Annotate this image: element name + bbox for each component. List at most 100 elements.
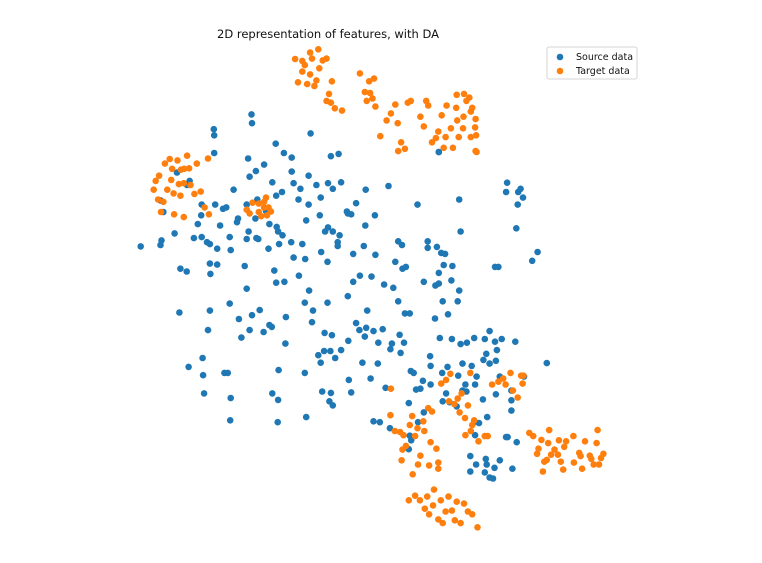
data-point <box>246 326 253 334</box>
data-point <box>466 94 473 101</box>
data-point <box>210 132 218 139</box>
data-point <box>554 451 562 459</box>
data-point <box>473 373 480 380</box>
data-point <box>252 167 260 175</box>
data-point <box>513 438 520 446</box>
data-point <box>534 248 541 256</box>
data-point <box>447 125 455 132</box>
data-point <box>544 439 552 447</box>
data-point <box>387 345 394 353</box>
data-point <box>438 112 446 119</box>
data-point <box>448 335 456 343</box>
data-point <box>349 250 357 258</box>
data-point <box>417 113 424 120</box>
data-point <box>529 432 537 440</box>
data-point <box>439 519 447 527</box>
data-point <box>301 369 309 377</box>
data-point <box>588 455 595 463</box>
data-point <box>383 117 390 124</box>
data-point <box>306 49 314 56</box>
data-point <box>180 165 188 173</box>
data-point <box>470 334 478 342</box>
data-point <box>377 132 384 140</box>
data-point <box>509 387 517 394</box>
data-point <box>409 471 417 478</box>
data-point <box>245 228 252 235</box>
data-point <box>467 133 475 141</box>
data-point <box>246 173 253 180</box>
data-point <box>248 311 256 319</box>
data-point <box>590 461 597 468</box>
data-point <box>175 180 183 188</box>
data-point <box>426 352 434 360</box>
data-point <box>295 196 302 203</box>
data-point <box>535 445 542 453</box>
data-point <box>400 339 408 347</box>
data-point <box>194 220 202 228</box>
data-point <box>352 199 360 207</box>
data-point <box>382 384 389 392</box>
data-point <box>435 148 443 156</box>
data-point <box>545 426 553 434</box>
data-point <box>472 115 479 123</box>
data-point <box>570 459 578 466</box>
data-point <box>464 402 472 409</box>
data-point <box>471 124 479 131</box>
legend-marker-source <box>556 53 564 61</box>
data-point <box>177 192 184 199</box>
data-point <box>388 340 396 347</box>
data-point <box>442 133 449 141</box>
data-point <box>216 222 224 229</box>
data-point <box>405 399 413 407</box>
data-point <box>424 102 432 109</box>
data-point <box>394 147 402 155</box>
data-point <box>539 468 547 475</box>
data-point <box>356 326 363 334</box>
data-point <box>420 278 428 286</box>
data-point <box>483 413 491 421</box>
data-point <box>205 211 213 218</box>
data-point <box>191 190 198 198</box>
data-point <box>327 389 335 397</box>
data-point <box>308 318 316 326</box>
data-point <box>458 390 465 397</box>
data-point <box>279 232 286 239</box>
data-point <box>183 268 190 275</box>
data-point <box>193 160 201 167</box>
data-point <box>439 398 447 405</box>
data-point <box>252 215 259 222</box>
data-point <box>557 458 565 466</box>
data-point <box>468 511 476 518</box>
data-point <box>226 233 233 241</box>
data-point <box>260 161 268 168</box>
data-point <box>495 378 502 386</box>
data-point <box>493 346 501 354</box>
data-point <box>345 376 353 384</box>
data-point <box>386 424 394 432</box>
data-point <box>248 111 255 118</box>
data-point <box>166 155 173 163</box>
data-point <box>329 228 337 235</box>
data-point <box>370 327 377 335</box>
data-point <box>547 451 555 459</box>
data-point <box>457 519 464 527</box>
data-point <box>482 455 490 463</box>
data-point <box>155 172 163 179</box>
data-point <box>401 145 409 153</box>
data-point <box>246 210 253 217</box>
data-point <box>323 55 330 62</box>
data-point <box>307 130 314 137</box>
data-point <box>578 465 586 473</box>
data-point <box>305 201 312 208</box>
data-point <box>435 128 442 135</box>
data-point <box>414 418 422 426</box>
data-point <box>180 179 188 187</box>
data-point <box>362 222 369 229</box>
data-point <box>290 254 297 261</box>
data-point <box>213 261 221 268</box>
data-point <box>185 165 193 172</box>
data-point <box>305 172 312 179</box>
data-point <box>453 117 461 124</box>
data-point <box>427 438 434 446</box>
data-point <box>435 459 442 466</box>
